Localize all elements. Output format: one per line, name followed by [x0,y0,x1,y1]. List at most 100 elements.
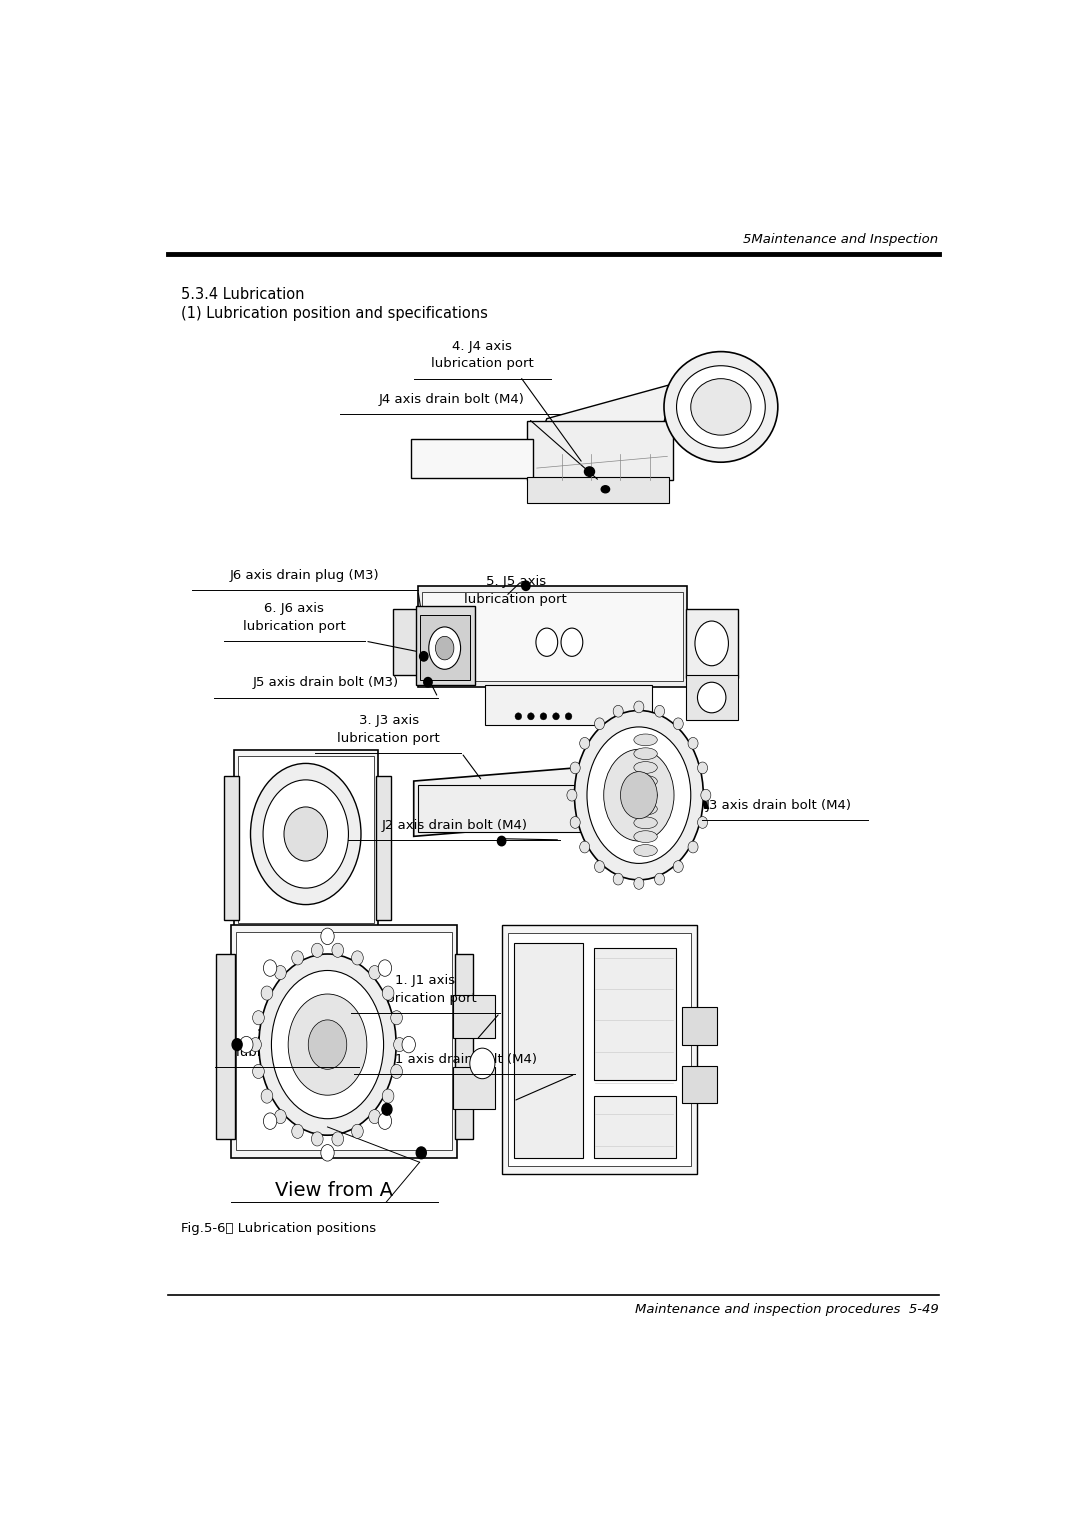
Ellipse shape [580,840,590,853]
Ellipse shape [308,1019,347,1070]
Bar [681,1067,717,1103]
Ellipse shape [368,966,380,979]
Ellipse shape [382,1089,394,1103]
Ellipse shape [261,986,273,1001]
Ellipse shape [634,845,658,856]
Ellipse shape [264,960,276,976]
Ellipse shape [251,764,361,905]
Ellipse shape [259,953,396,1135]
Bar [418,784,623,831]
Ellipse shape [634,877,644,889]
Ellipse shape [284,807,327,862]
Ellipse shape [416,1148,427,1158]
Ellipse shape [264,779,349,888]
Bar [416,605,475,685]
Ellipse shape [423,677,432,688]
Bar [231,924,457,1158]
Bar [216,953,234,1138]
Ellipse shape [634,733,658,746]
Text: 5. J5 axis: 5. J5 axis [486,575,545,588]
Ellipse shape [698,681,726,712]
Ellipse shape [311,1132,323,1146]
Bar [233,750,378,929]
Polygon shape [528,384,675,466]
Ellipse shape [588,727,691,863]
Ellipse shape [321,927,334,944]
Ellipse shape [321,1144,334,1161]
Bar [455,953,473,1138]
Bar [501,924,698,1174]
Ellipse shape [253,1065,265,1079]
Text: lubrication port: lubrication port [464,593,567,605]
Ellipse shape [470,1048,495,1079]
Ellipse shape [698,816,707,828]
Ellipse shape [378,1112,392,1129]
Text: J5 axis drain bolt (M3): J5 axis drain bolt (M3) [253,677,399,689]
Ellipse shape [382,1103,392,1115]
Ellipse shape [570,816,580,828]
Ellipse shape [232,1039,242,1050]
Ellipse shape [352,950,363,966]
Ellipse shape [249,1038,261,1051]
Text: J1 axis drain bolt (M4): J1 axis drain bolt (M4) [392,1053,538,1067]
Ellipse shape [634,804,658,814]
Ellipse shape [688,840,698,853]
Ellipse shape [378,960,392,976]
Bar [527,422,673,480]
Text: lubrication port: lubrication port [431,358,534,370]
Ellipse shape [435,636,454,660]
Ellipse shape [634,817,658,828]
Bar [686,610,738,677]
Ellipse shape [419,651,428,662]
Ellipse shape [634,747,658,759]
Ellipse shape [594,718,605,730]
Polygon shape [414,764,631,836]
Ellipse shape [498,836,505,847]
Ellipse shape [602,486,609,494]
Text: 6. J6 axis: 6. J6 axis [265,602,324,616]
Ellipse shape [402,1036,416,1053]
Ellipse shape [536,628,557,657]
Text: lubrication port: lubrication port [235,1045,339,1059]
Ellipse shape [391,1010,403,1025]
Ellipse shape [676,365,766,448]
Text: 5Maintenance and Inspection: 5Maintenance and Inspection [743,234,939,246]
Bar [393,610,421,675]
Text: J4 axis drain bolt (M4): J4 axis drain bolt (M4) [378,393,524,406]
Bar [485,685,652,724]
Ellipse shape [288,995,367,1096]
Bar [454,995,495,1038]
Text: Maintenance and inspection procedures  5-49: Maintenance and inspection procedures 5-… [635,1303,939,1317]
Ellipse shape [311,943,323,958]
Ellipse shape [634,790,658,801]
Text: Fig.5-6： Lubrication positions: Fig.5-6： Lubrication positions [181,1222,376,1235]
Bar [376,776,391,920]
Ellipse shape [391,1065,403,1079]
Ellipse shape [654,872,664,885]
Ellipse shape [570,762,580,773]
Ellipse shape [594,860,605,872]
Bar [686,675,738,720]
Ellipse shape [567,790,577,801]
Ellipse shape [352,1125,363,1138]
Bar [238,756,374,923]
Ellipse shape [368,1109,380,1123]
Ellipse shape [292,950,303,966]
Ellipse shape [584,468,594,477]
Text: lubrication port: lubrication port [337,732,440,744]
Text: A: A [689,790,710,816]
Ellipse shape [654,706,664,717]
Bar [454,1067,495,1109]
Ellipse shape [264,1112,276,1129]
Bar [681,1007,717,1045]
Bar [509,932,691,1166]
Ellipse shape [698,762,707,773]
Bar [418,585,688,688]
Ellipse shape [527,712,535,720]
Ellipse shape [429,626,460,669]
Ellipse shape [575,711,703,880]
Ellipse shape [522,581,530,590]
Ellipse shape [664,351,778,461]
Ellipse shape [240,1036,253,1053]
Ellipse shape [691,379,751,435]
